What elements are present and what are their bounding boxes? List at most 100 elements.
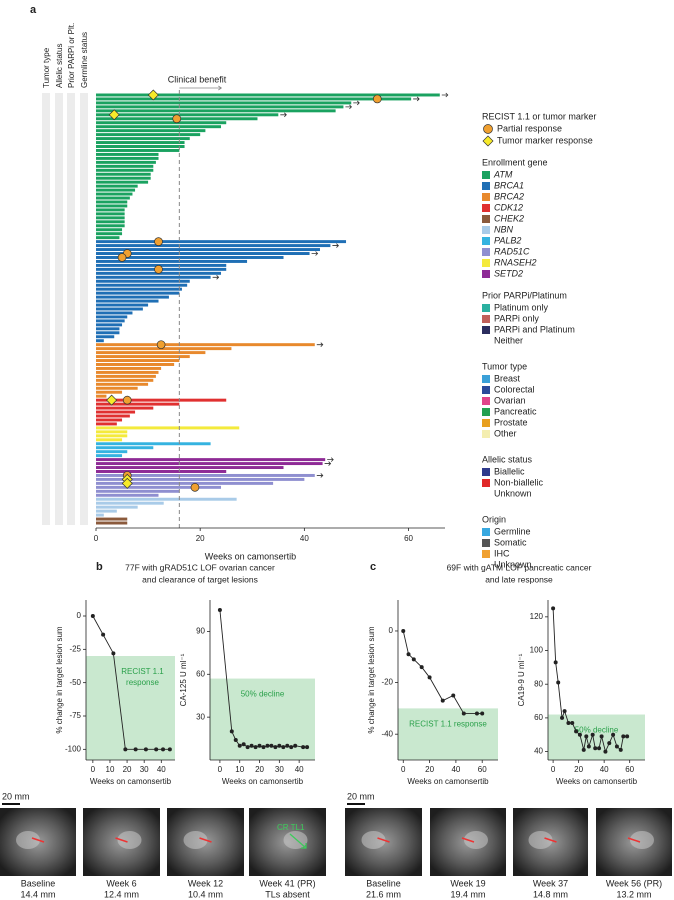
legend-label: Unknown — [494, 488, 532, 498]
data-point — [419, 665, 424, 670]
swimmer-bar — [96, 109, 336, 113]
swimmer-bar — [96, 394, 107, 398]
swimmer-bar — [96, 398, 227, 402]
partial-response — [372, 94, 382, 104]
swimmer-bar — [96, 363, 175, 366]
data-point — [261, 745, 266, 750]
data-line — [402, 630, 483, 714]
data-point — [603, 749, 608, 754]
swimmer-bar — [96, 390, 123, 394]
data-point — [570, 720, 575, 725]
column-header: Germline status — [80, 32, 89, 88]
legend-swatch — [482, 226, 490, 234]
data-point — [597, 746, 602, 751]
legend-label: Platinum only — [494, 302, 549, 312]
legend-label: Non-biallelic — [494, 477, 544, 487]
image-annotation: CR TL1 — [277, 823, 305, 832]
legend-swatch — [482, 528, 490, 536]
x-tick-label: 20 — [574, 765, 583, 774]
x-tick-label: 40 — [600, 765, 609, 774]
swimmer-bar — [96, 347, 232, 351]
x-tick-label: 60 — [478, 765, 487, 774]
legend-label: BRCA1 — [494, 180, 524, 190]
legend-swatch — [482, 315, 490, 323]
partial-response — [190, 482, 200, 492]
legend-label: CDK12 — [494, 202, 523, 212]
image-caption: Baseline — [21, 878, 56, 888]
data-point — [560, 715, 565, 720]
swimmer-bar — [96, 351, 206, 355]
ongoing-arrow — [327, 457, 334, 462]
swimmer-bar — [96, 442, 211, 446]
x-tick-label: 20 — [123, 765, 132, 774]
legend-label: Breast — [494, 373, 521, 383]
swimmer-bar — [96, 485, 222, 489]
swimmer-bar — [96, 311, 133, 315]
tumor-marker-response — [108, 109, 120, 121]
legend-label: Neither — [494, 335, 523, 345]
swimmer-bar — [96, 374, 156, 378]
x-tick-label: 0 — [94, 534, 99, 543]
data-point — [301, 745, 306, 750]
swimmer-bar — [96, 418, 123, 422]
reference-label: Clinical benefit — [168, 74, 227, 84]
lesion-measure — [31, 837, 45, 843]
data-point — [566, 720, 571, 725]
partial-response — [172, 114, 182, 124]
legend-label: Biallelic — [494, 466, 525, 476]
data-point — [451, 693, 456, 698]
swimmer-bar — [96, 454, 123, 458]
ongoing-arrow — [441, 92, 449, 98]
data-point — [440, 698, 445, 703]
swimmer-bar — [96, 113, 279, 117]
swimmer-bar — [96, 319, 125, 323]
partial-response — [117, 253, 127, 262]
swimmer-bar — [96, 426, 240, 430]
legend-title: Enrollment gene — [482, 157, 548, 167]
swimmer-bar — [96, 252, 310, 255]
swimmer-bar — [96, 470, 227, 473]
data-point — [257, 743, 262, 748]
ongoing-arrow — [353, 100, 360, 106]
swimmer-bar — [96, 489, 180, 493]
legend-swatch — [482, 248, 490, 256]
swimmer-bar — [96, 438, 123, 442]
swimmer-bar — [96, 382, 149, 386]
swimmer-bar — [96, 176, 151, 180]
legend-label: Ovarian — [494, 395, 526, 405]
swimmer-bar — [96, 339, 104, 343]
ct-feature — [117, 831, 142, 849]
status-column — [55, 93, 63, 525]
data-point — [161, 747, 166, 752]
swimmer-bar — [96, 196, 130, 200]
ongoing-arrow — [212, 275, 220, 280]
swimmer-bar — [96, 133, 201, 137]
swimmer-bar — [96, 513, 104, 517]
legend-label: SETD2 — [494, 268, 523, 278]
chart-title: and late response — [485, 574, 553, 584]
legend-label: ATM — [493, 169, 513, 179]
data-point — [245, 745, 250, 750]
swimmer-bar — [96, 509, 117, 513]
y-tick-label: 40 — [534, 747, 543, 756]
data-point — [101, 632, 106, 637]
y-axis-label: % change in target lesion sum — [55, 626, 64, 734]
x-tick-label: 40 — [451, 765, 460, 774]
swimmer-bar — [96, 279, 190, 283]
x-axis-label: Weeks on camonsertib — [222, 777, 304, 786]
swimmer-bar — [96, 101, 352, 105]
threshold-region — [548, 714, 645, 760]
swimmer-bar — [96, 244, 331, 248]
swimmer-bar — [96, 97, 412, 101]
legend-swatch — [482, 408, 490, 416]
legend-swatch — [482, 550, 490, 558]
swimmer-bar — [96, 228, 123, 232]
lesion-measure — [461, 837, 475, 843]
y-axis-label: CA-125 U ml⁻¹ — [179, 653, 188, 706]
y-tick-label: 0 — [389, 626, 394, 635]
swimmer-bar — [96, 505, 138, 509]
swimmer-bar — [96, 141, 185, 145]
reference-arrow — [179, 85, 223, 91]
swimmer-bar — [96, 477, 305, 481]
data-point — [233, 738, 238, 742]
